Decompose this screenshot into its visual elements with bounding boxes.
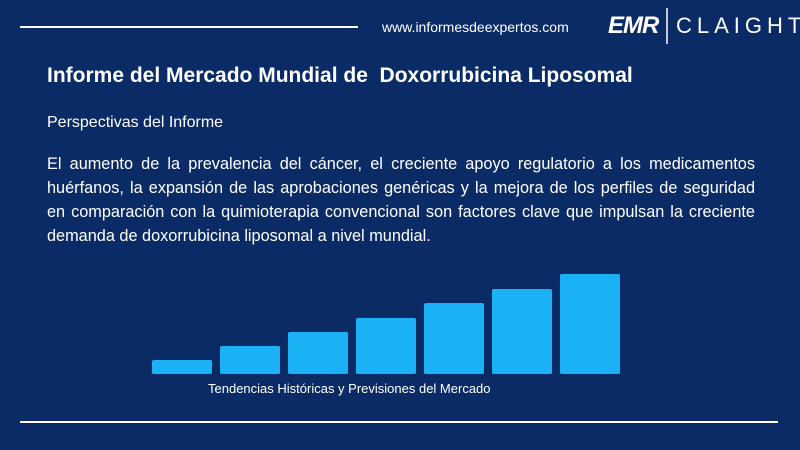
logo-emr: EMR bbox=[608, 12, 659, 39]
bar bbox=[220, 346, 280, 374]
bar bbox=[424, 303, 484, 374]
bar bbox=[356, 318, 416, 374]
caption: Tendencias Históricas y Previsiones del … bbox=[208, 381, 491, 396]
bars bbox=[152, 274, 620, 374]
site-url[interactable]: www.informesdeexpertos.com bbox=[382, 19, 569, 35]
bar bbox=[560, 274, 620, 374]
paragraph: El aumento de la prevalencia del cáncer,… bbox=[47, 155, 755, 245]
subtitle: Perspectivas del Informe bbox=[47, 114, 224, 131]
bar bbox=[288, 332, 348, 374]
logo-claight: CLAIGHT bbox=[676, 13, 800, 38]
bar bbox=[492, 289, 552, 374]
bar bbox=[152, 360, 212, 374]
title: Informe del Mercado Mundial de Doxorrubi… bbox=[47, 64, 633, 87]
